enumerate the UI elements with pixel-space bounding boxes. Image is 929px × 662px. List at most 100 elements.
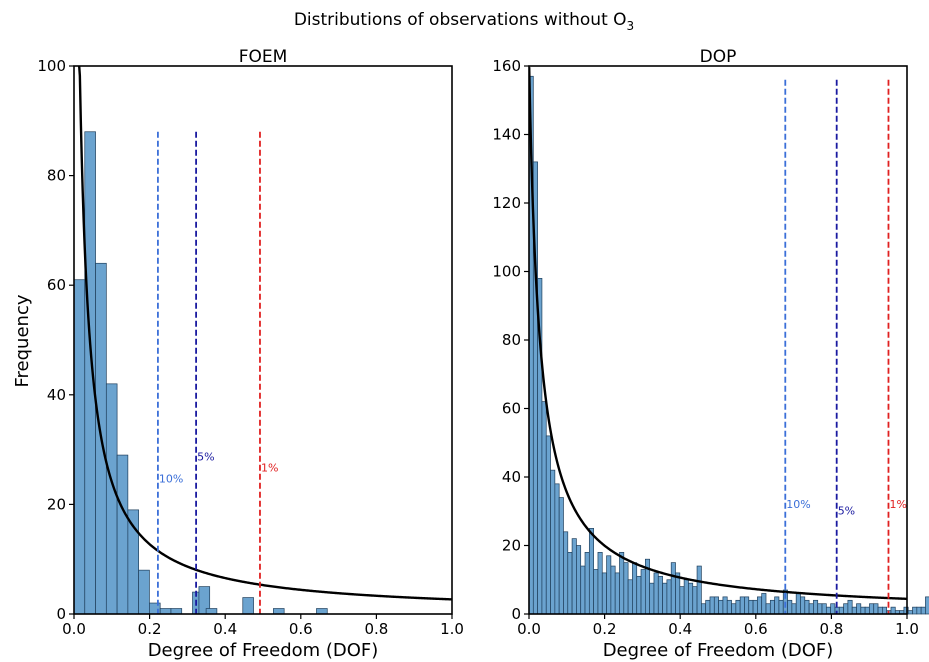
x-tick-label: 0.2 (593, 620, 617, 638)
x-tick-label: 1.0 (440, 620, 464, 638)
panel-title-dop: DOP (700, 47, 737, 67)
histogram-bar (778, 599, 784, 615)
histogram-bar (912, 606, 918, 615)
histogram-bar (657, 575, 663, 615)
histogram-bar (170, 608, 183, 615)
y-tick-label: 40 (47, 386, 66, 404)
histogram-bar (825, 606, 831, 615)
fit-curve (529, 67, 907, 601)
histogram-bar (614, 572, 620, 615)
histogram-bar (916, 606, 922, 615)
histogram-bar (791, 603, 797, 615)
fit-curve (77, 66, 452, 601)
figure-title: Distributions of observations without O3 (294, 10, 634, 33)
histogram-bar (882, 606, 888, 615)
histogram-bar (769, 599, 775, 615)
histogram-bar (843, 603, 849, 615)
histogram-bar (705, 599, 711, 615)
histogram-bar (851, 606, 857, 615)
threshold-label-5pct: 5% (838, 505, 855, 518)
histogram-bar (925, 596, 929, 615)
histogram-bar (554, 483, 560, 615)
histogram-bar (580, 565, 586, 615)
histogram-bar (636, 575, 642, 615)
histogram-bar (105, 383, 118, 615)
threshold-label-5pct: 5% (197, 451, 214, 464)
y-axis-label: Frequency (12, 294, 33, 387)
histogram-bar (709, 596, 715, 615)
histogram-bar (649, 582, 655, 615)
histogram-bar (718, 599, 724, 615)
y-tick-label: 120 (492, 194, 521, 212)
histogram-bar (864, 606, 870, 615)
y-tick-label: 140 (492, 126, 521, 144)
x-tick-label: 0.2 (138, 620, 162, 638)
histogram-bar (593, 569, 599, 615)
y-tick-label: 60 (47, 276, 66, 294)
threshold-label-1pct: 1% (889, 498, 906, 511)
y-tick-label: 100 (492, 263, 521, 281)
histogram-bar (640, 569, 646, 615)
histogram-bar (696, 565, 702, 615)
histogram-bar (116, 454, 129, 615)
bars-foem (73, 131, 328, 615)
threshold-label-10pct: 10% (159, 472, 183, 485)
histogram-bar (757, 596, 763, 615)
panel-dop: DOP 10%5%1%0.0 0.2 0.4 0.6 0.8 1.002040608010… (492, 47, 929, 661)
x-tick-label: 0.0 (517, 620, 541, 638)
histogram-bar (73, 279, 86, 615)
axes-frame (73, 65, 453, 615)
histogram-bar (545, 435, 551, 615)
histogram-bar (597, 551, 603, 615)
histogram-bar (731, 603, 737, 615)
x-tick-label: 0.6 (289, 620, 313, 638)
x-tick-label: 1.0 (895, 620, 919, 638)
histogram-bar (748, 599, 754, 615)
x-axis-label-foem: Degree of Freedom (DOF) (148, 640, 379, 661)
histogram-bar (632, 562, 638, 615)
histogram-bar (670, 562, 676, 615)
histogram-bar (692, 586, 698, 615)
panel-foem: FOEM 10%5%1%0.0 0.2 0.4 0.6 0.8 1.00204060801… (37, 47, 464, 661)
plot-area-foem: 10% 5% 1% 0.0 0.2 0.4 0.6 0.8 1.0 0 20 40 60 80 100 (37, 57, 464, 638)
plot-area-dop: 10% 5% 1% 0.0 0.2 0.4 0.6 0.8 1.0 0 20 40 60 80 100 120… (492, 57, 929, 638)
histogram-bar (795, 593, 801, 615)
histogram-bar (610, 565, 616, 615)
histogram-bar (588, 528, 594, 615)
y-tick-label: 60 (502, 400, 521, 418)
histogram-bar (722, 596, 728, 615)
histogram-bar (558, 497, 564, 615)
histogram-bar (701, 603, 707, 615)
histogram-bar (873, 603, 879, 615)
histogram-bar (679, 586, 685, 615)
histogram-bar (821, 603, 827, 615)
histogram-bar (205, 608, 218, 615)
bars-dop (528, 75, 929, 615)
axes-frame (528, 65, 908, 615)
histogram-bar (774, 596, 780, 615)
x-tick-label: 0.6 (744, 620, 768, 638)
histogram-bar (890, 606, 896, 615)
histogram-bar (920, 606, 926, 615)
x-tick-label: 0.8 (819, 620, 843, 638)
y-tick-label: 80 (502, 331, 521, 349)
x-axis-label-dop: Degree of Freedom (DOF) (603, 640, 834, 661)
histogram-bar (800, 596, 806, 615)
histogram-bar (653, 572, 659, 615)
histogram-bar (84, 131, 96, 615)
histogram-bar (744, 596, 750, 615)
x-tick-label: 0.4 (213, 620, 237, 638)
histogram-bar (601, 572, 607, 615)
histogram-bar (907, 610, 913, 615)
histogram-bar (576, 545, 582, 615)
histogram-bar (813, 599, 819, 615)
histogram-bar (567, 551, 573, 615)
y-tick-label: 160 (492, 57, 521, 75)
histogram-bar (787, 599, 793, 615)
histogram-bar (804, 599, 810, 615)
histogram-bar (623, 562, 629, 615)
y-tick-label: 100 (37, 57, 66, 75)
x-tick-label: 0.4 (668, 620, 692, 638)
histogram-bar (159, 608, 172, 615)
histogram-bar (817, 603, 823, 615)
